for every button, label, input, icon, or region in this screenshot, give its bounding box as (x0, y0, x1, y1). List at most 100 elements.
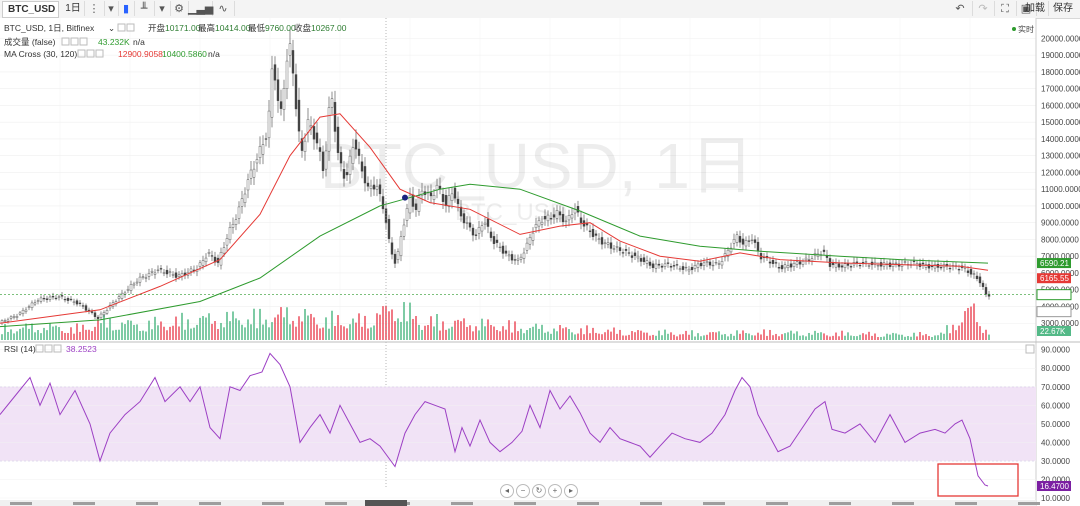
rsi-maximize-icon[interactable] (1025, 344, 1035, 354)
price-tick-label: 13000.0000 (1041, 152, 1080, 161)
fullscreen-icon[interactable]: ⛶ (994, 1, 1017, 16)
screenshot-icon[interactable]: ▣ (1016, 1, 1037, 16)
price-tick-label: 7000.0000 (1041, 252, 1079, 261)
candle-body (972, 273, 976, 275)
volume-bar (13, 333, 15, 340)
volume-bar (922, 335, 924, 340)
volume-bar (244, 327, 246, 340)
ma-eye-icon[interactable] (77, 49, 86, 58)
legend-settings-icon[interactable] (126, 23, 135, 32)
candle-body (162, 272, 166, 274)
compare-icon[interactable]: ∿ (212, 1, 235, 16)
volume-bar (946, 325, 948, 340)
symbol-search-button[interactable]: BTC_USD (2, 1, 59, 18)
volume-bar (265, 319, 267, 340)
volume-bar (214, 321, 216, 340)
volume-bar (931, 336, 933, 340)
candle-body (861, 262, 865, 264)
candle-body (522, 252, 526, 259)
ma-close-icon[interactable] (95, 49, 104, 58)
chart-canvas[interactable]: BTC_USD, 1日 BTC_USD BTC_USD, 1日, Bitfine… (0, 18, 1080, 506)
legend-chevron[interactable]: ⌄ (108, 23, 115, 33)
bar-style-icon[interactable]: ╨ (134, 1, 155, 16)
candle-body (690, 267, 694, 271)
candle-body (360, 161, 364, 172)
volume-bar (76, 323, 78, 340)
volume-bar (442, 321, 444, 340)
rsi-axis[interactable]: 90.0000 80.0000 70.0000 60.0000 50.0000 40.00… (1041, 346, 1070, 503)
candle-body (399, 236, 403, 256)
candle-body (78, 302, 82, 304)
volume-bar (274, 317, 276, 340)
candle-body (420, 190, 424, 196)
load-layout-button[interactable]: 加载 (1022, 1, 1049, 16)
volume-count-tag-bg (1037, 326, 1071, 336)
volume-bar (853, 336, 855, 340)
candle-body (675, 264, 679, 266)
candle-body (318, 147, 322, 152)
dropdown-icon[interactable]: ▾ (104, 1, 119, 16)
candle-body (969, 269, 973, 275)
rsi-settings-icon[interactable] (44, 344, 53, 353)
candle-body (981, 282, 985, 287)
candle-body (714, 262, 718, 264)
undo-icon[interactable]: ↶ (948, 1, 973, 16)
scroll-left-button[interactable]: ◂ (500, 484, 514, 498)
volume-bar (937, 335, 939, 340)
volume-bar (121, 322, 123, 340)
zoom-in-button[interactable]: + (548, 484, 562, 498)
volume-bar (127, 320, 129, 340)
candle-body (597, 238, 601, 240)
indicators-icon[interactable]: ▁▃▅ (188, 1, 214, 16)
volume-bar (886, 333, 888, 340)
redo-icon[interactable]: ↷ (972, 1, 995, 16)
volume-bar (223, 327, 225, 340)
gear-icon[interactable]: ⚙ (170, 1, 189, 16)
scroll-right-button[interactable]: ▸ (564, 484, 578, 498)
candle-body (201, 260, 205, 266)
volume-bar (289, 324, 291, 340)
save-layout-button[interactable]: 保存 (1053, 3, 1073, 14)
candles-icon[interactable]: ▮ (118, 1, 135, 16)
volume-bar (40, 333, 42, 340)
candle-body (540, 221, 544, 225)
volume-bar (55, 325, 57, 340)
candle-body (648, 261, 652, 266)
candle-body (6, 319, 10, 322)
reset-view-button[interactable]: ↻ (532, 484, 546, 498)
volume-bar (760, 334, 762, 340)
candle-body (966, 270, 970, 273)
ma-settings-icon[interactable] (86, 49, 95, 58)
chevron-down-icon[interactable]: ▾ (154, 1, 171, 16)
candle-body (81, 305, 85, 307)
volume-bar (391, 309, 393, 340)
volume-bar (694, 336, 696, 340)
candle-body (456, 198, 460, 205)
rsi-close-icon[interactable] (53, 344, 62, 353)
rsi-tick-label: 40.0000 (1041, 438, 1070, 447)
candle-body (354, 139, 358, 150)
volume-bar (268, 327, 270, 340)
volume-bar (154, 316, 156, 340)
interval-button[interactable]: 1日 (62, 1, 85, 16)
price-gridlines (0, 18, 1036, 340)
zoom-out-button[interactable]: − (516, 484, 530, 498)
volume-bar (394, 321, 396, 340)
volume-bar (799, 335, 801, 340)
candle-body (768, 261, 772, 264)
candle-body (501, 245, 505, 254)
volume-bar (958, 325, 960, 340)
volume-bar (184, 329, 186, 340)
volume-bar (22, 327, 24, 340)
legend-eye-icon[interactable] (117, 23, 126, 32)
volume-close-icon[interactable] (79, 37, 88, 46)
volume-bar (559, 325, 561, 340)
volume-eye-icon[interactable] (61, 37, 70, 46)
interval-more-icon[interactable]: ⋮ (84, 1, 105, 16)
price-axis[interactable]: 20000.0000 19000.0000 18000.0000 17000.0000… (1041, 34, 1080, 328)
rsi-eye-icon[interactable] (35, 344, 44, 353)
volume-settings-icon[interactable] (70, 37, 79, 46)
volume-bar (565, 327, 567, 340)
volume-bar (349, 324, 351, 340)
candle-body (723, 253, 727, 258)
